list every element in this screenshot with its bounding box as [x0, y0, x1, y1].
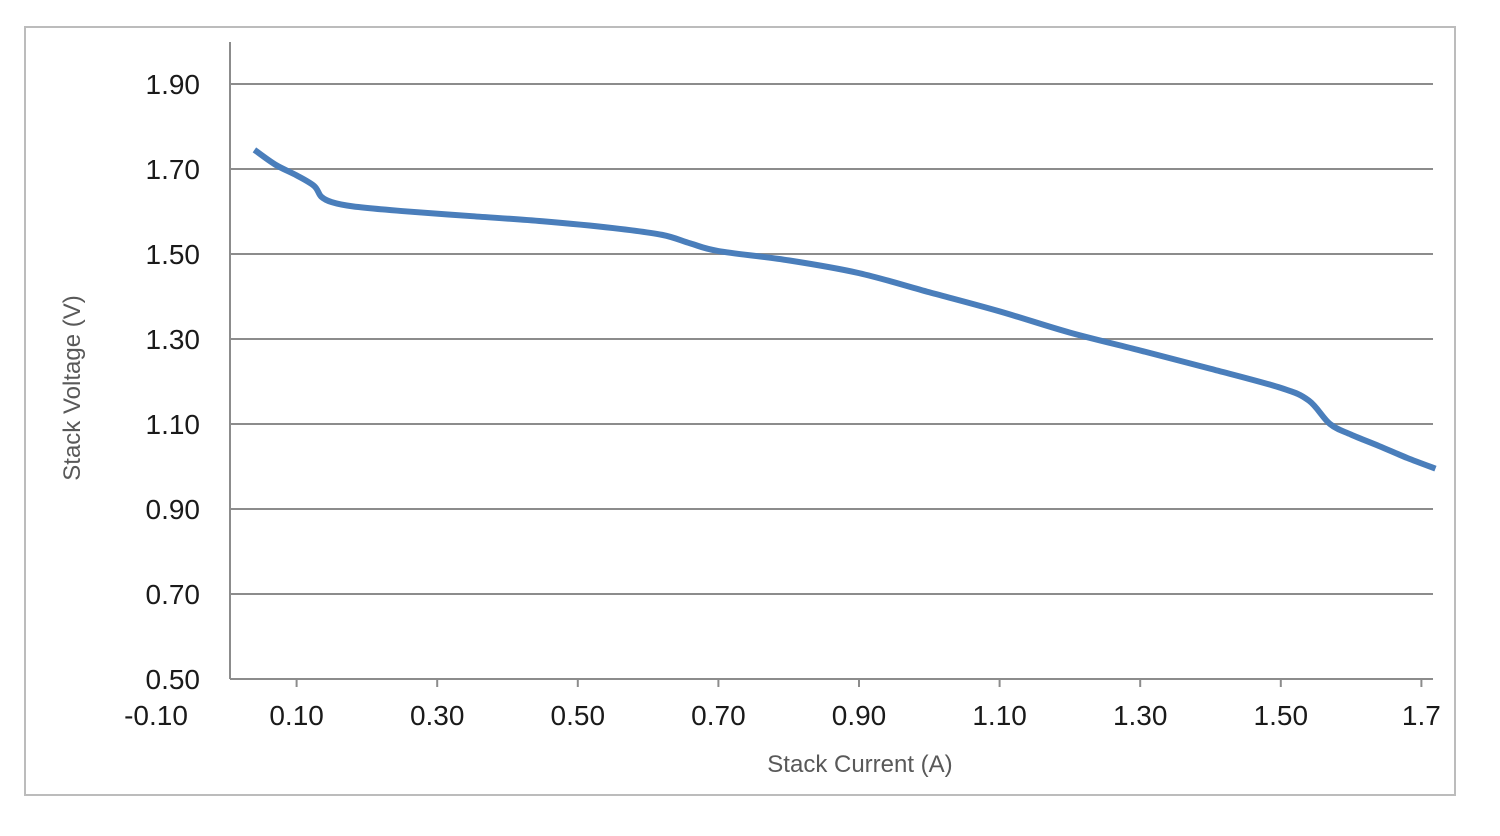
y-tick-label-1.90: 1.90 [146, 69, 201, 100]
y-tick-label-0.70: 0.70 [146, 579, 201, 610]
y-tick-label-0.50: 0.50 [146, 664, 201, 695]
series-line-0 [252, 147, 1437, 472]
y-tick-label-1.30: 1.30 [146, 324, 201, 355]
x-tick-label-0.70: 0.70 [691, 700, 746, 731]
x-tick-label-0.30: 0.30 [410, 700, 465, 731]
x-tick-label-1.7: 1.7 [1402, 700, 1441, 731]
x-tick-label-1.30: 1.30 [1113, 700, 1168, 731]
x-tick-label-0.90: 0.90 [832, 700, 887, 731]
x-axis-label: Stack Current (A) [767, 751, 952, 778]
gridlines [230, 83, 1433, 595]
y-axis-ticks: 0.50 0.70 0.90 1.10 1.30 1.50 1.70 1.90 [146, 69, 201, 695]
y-tick-label-1.50: 1.50 [146, 239, 201, 270]
x-tick-label-0.50: 0.50 [551, 700, 606, 731]
x-axis-ticks: -0.10 0.10 0.30 0.50 0.70 0.90 1.10 1.30 1.50 1.7 [124, 679, 1441, 731]
y-tick-label-0.90: 0.90 [146, 494, 201, 525]
x-tick-label--0.10: -0.10 [124, 700, 188, 731]
x-tick-label-0.10: 0.10 [269, 700, 324, 731]
y-tick-label-1.70: 1.70 [146, 154, 201, 185]
x-tick-label-1.50: 1.50 [1254, 700, 1309, 731]
y-axis-label: Stack Voltage (V) [59, 295, 86, 480]
series-layer [252, 147, 1437, 472]
x-tick-label-1.10: 1.10 [972, 700, 1027, 731]
y-tick-label-1.10: 1.10 [146, 409, 201, 440]
